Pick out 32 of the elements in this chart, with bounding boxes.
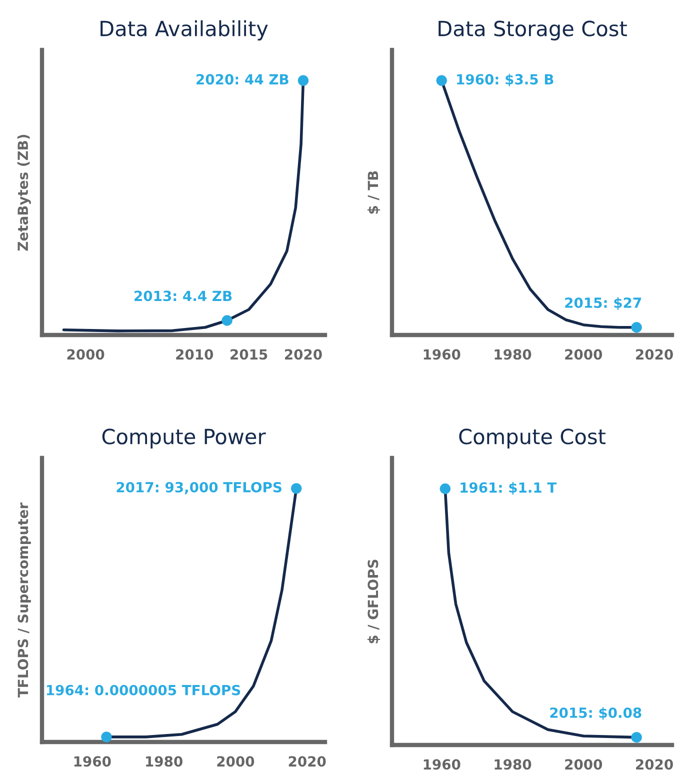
- x-tick-label: 2015: [230, 349, 268, 360]
- x-tick-label: 2020: [288, 756, 326, 767]
- x-tick-label: 2000: [217, 756, 254, 767]
- chart-title: Data Storage Cost: [438, 20, 627, 40]
- x-tick-label: 1960: [424, 349, 460, 360]
- x-tick-label: 1980: [494, 349, 532, 360]
- y-axis-title: ZetaBytes (ZB): [17, 134, 31, 251]
- annotation: 2013: 4.4 ZB: [134, 290, 232, 302]
- x-tick-label: 2020: [285, 349, 322, 360]
- x-tick-label: 2010: [176, 349, 214, 360]
- x-tick-label: 1980: [146, 756, 182, 767]
- annotation: 2020: 44 ZB: [196, 74, 288, 85]
- annotation: 1960: $3.5 B: [457, 74, 554, 86]
- annotation: 2017: 93,000 TFLOPS: [116, 482, 282, 494]
- y-axis-title: TFLOPS / Supercomputer: [18, 502, 31, 698]
- x-tick-label: 2000: [67, 349, 104, 360]
- y-axis-title: $ / GFLOPS: [367, 560, 380, 644]
- chart-title: Compute Power: [102, 428, 266, 448]
- annotation: 2015: $27: [565, 297, 642, 310]
- x-tick-label: 2000: [565, 759, 602, 770]
- x-tick-label: 1960: [74, 756, 111, 767]
- chart-title: Compute Cost: [459, 428, 606, 448]
- annotation: 1964: 0.0000005 TFLOPS: [46, 684, 240, 696]
- chart-title: Data Availability: [100, 20, 268, 40]
- x-tick-label: 2020: [636, 759, 673, 770]
- x-tick-label: 2000: [565, 349, 602, 360]
- x-tick-label: 1980: [494, 759, 532, 770]
- y-axis-title: $ / TB: [367, 171, 380, 214]
- annotation: 1961: $1.1 T: [460, 482, 557, 495]
- x-tick-label: 2020: [636, 349, 673, 360]
- annotation: 2015: $0.08: [550, 707, 642, 720]
- x-tick-label: 1960: [424, 759, 460, 770]
